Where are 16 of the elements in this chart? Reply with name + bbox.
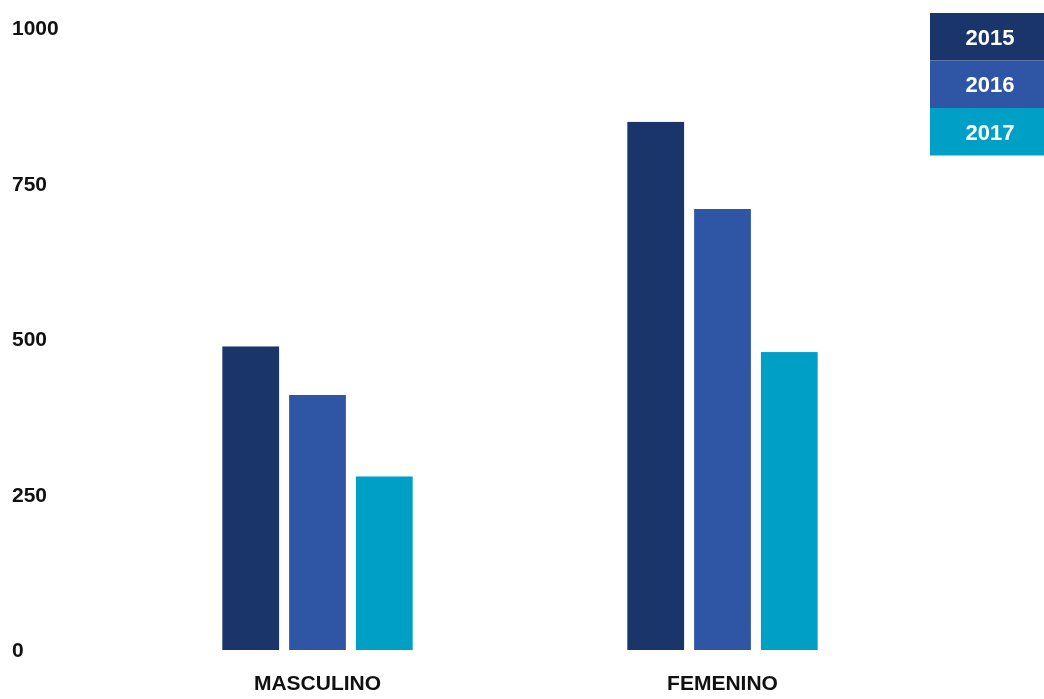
bar (355, 476, 413, 650)
text: 2015 (965, 24, 1015, 50)
text: 2017 (965, 119, 1015, 145)
bar (694, 209, 751, 650)
x-tick-label: MASCULINO (253, 671, 382, 694)
y-tick-label: 250 (12, 482, 48, 506)
y-tick-label: 500 (12, 327, 48, 351)
y-tick-label: 750 (12, 171, 48, 195)
bar (760, 352, 818, 650)
text: 2016 (965, 72, 1015, 98)
bar (289, 394, 346, 650)
bar (627, 121, 685, 650)
x-tick-label: FEMENINO (667, 671, 778, 694)
y-tick-label: 1000 (12, 16, 59, 40)
bar (222, 346, 280, 650)
y-tick-label: 0 (12, 638, 24, 662)
